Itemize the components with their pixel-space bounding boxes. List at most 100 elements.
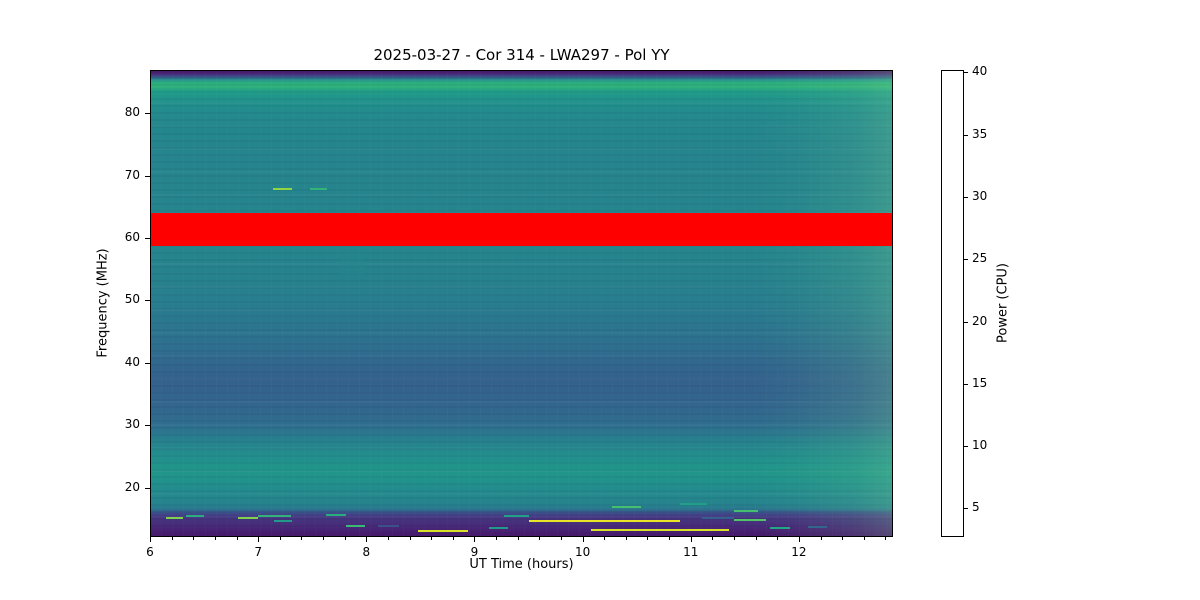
x-minor-tick (496, 537, 498, 540)
x-minor-tick (863, 537, 865, 540)
rfi-streaks-layer (150, 70, 893, 537)
colorbar-tick-label: 5 (972, 500, 980, 515)
x-minor-tick (323, 537, 325, 540)
rfi-streak (310, 188, 328, 191)
rfi-streak (807, 526, 828, 528)
rfi-streak (185, 515, 205, 518)
colorbar-tick (964, 197, 968, 199)
x-tick (798, 537, 800, 542)
x-minor-tick (539, 537, 541, 540)
colorbar-border (941, 70, 964, 537)
rfi-streak (273, 187, 292, 190)
x-minor-tick (625, 537, 627, 540)
x-minor-tick (842, 537, 844, 540)
x-tick-label: 12 (791, 545, 807, 559)
x-tick-label: 9 (470, 545, 479, 559)
rfi-streak (166, 516, 184, 519)
colorbar-tick (964, 134, 968, 136)
y-tick (145, 425, 150, 427)
rfi-streak (528, 520, 680, 523)
colorbar-tick (964, 508, 968, 510)
rfi-streak (345, 525, 366, 528)
y-tick-label: 40 (124, 354, 140, 369)
x-minor-tick (301, 537, 303, 540)
heatmap-plot-area (150, 70, 893, 537)
colorbar-tick-label: 35 (972, 126, 988, 141)
heatmap-background (150, 70, 893, 537)
masked-rfi-band (150, 212, 893, 247)
rfi-streak (503, 514, 529, 517)
y-tick-label: 50 (124, 292, 140, 307)
x-minor-tick (279, 537, 281, 540)
x-minor-tick (885, 537, 887, 540)
x-tick (366, 537, 368, 542)
x-minor-tick (344, 537, 346, 540)
colorbar-tick (964, 321, 968, 323)
rfi-streak (378, 525, 399, 528)
y-tick-label: 60 (124, 229, 140, 244)
x-minor-tick (431, 537, 433, 540)
x-minor-tick (387, 537, 389, 540)
rfi-streak (418, 529, 468, 532)
colorbar-label: Power (CPU) (995, 262, 1011, 344)
y-tick-label: 30 (124, 417, 140, 432)
y-tick (145, 113, 150, 115)
x-tick (690, 537, 692, 542)
x-minor-tick (647, 537, 649, 540)
y-tick (145, 362, 150, 364)
colorbar-tick (964, 446, 968, 448)
x-tick (258, 537, 260, 542)
x-minor-tick (669, 537, 671, 540)
x-minor-tick (236, 537, 238, 540)
x-minor-tick (214, 537, 216, 540)
x-minor-tick (193, 537, 195, 540)
x-minor-tick (777, 537, 779, 540)
colorbar-tick (964, 72, 968, 74)
colorbar-tick-label: 30 (972, 189, 988, 204)
x-tick-label: 10 (574, 545, 591, 559)
x-tick-label: 8 (362, 545, 371, 559)
rfi-streak (488, 526, 508, 529)
x-tick-label: 7 (254, 545, 262, 559)
rfi-streak (679, 502, 707, 505)
x-minor-tick (604, 537, 606, 540)
rfi-streak (258, 514, 291, 517)
x-tick (474, 537, 476, 542)
y-tick (145, 237, 150, 239)
rfi-streak (274, 520, 292, 523)
heatmap-texture-overlay (150, 70, 893, 537)
rfi-streak (237, 517, 259, 520)
colorbar-tick-label: 40 (972, 64, 988, 79)
colorbar-tick-label: 25 (972, 251, 988, 266)
colorbar-tick-label: 10 (972, 438, 988, 453)
time-trend-overlay (150, 70, 893, 537)
y-tick-label: 70 (124, 167, 140, 182)
rfi-streak (701, 517, 734, 520)
x-tick (150, 537, 151, 542)
x-minor-tick (409, 537, 411, 540)
rfi-streak (591, 528, 729, 531)
colorbar-tick-label: 20 (972, 313, 988, 328)
x-tick (582, 537, 584, 542)
y-tick (145, 300, 150, 302)
x-minor-tick (712, 537, 714, 540)
y-tick (145, 175, 150, 177)
y-tick-label: 20 (124, 479, 140, 494)
x-minor-tick (820, 537, 822, 540)
x-minor-tick (755, 537, 757, 540)
x-axis-label: UT Time (hours) (469, 557, 574, 572)
y-tick (145, 487, 150, 489)
chart-title: 2025-03-27 - Cor 314 - LWA297 - Pol YY (373, 46, 670, 64)
x-minor-tick (734, 537, 736, 540)
x-tick-label: 6 (146, 545, 154, 559)
colorbar (941, 70, 964, 537)
x-minor-tick (452, 537, 454, 540)
x-minor-tick (171, 537, 173, 540)
rfi-streak (326, 514, 346, 517)
x-tick-label: 11 (683, 545, 699, 559)
rfi-streak (611, 506, 641, 508)
x-minor-tick (517, 537, 519, 540)
colorbar-tick (964, 259, 968, 261)
y-tick-label: 80 (124, 105, 140, 120)
